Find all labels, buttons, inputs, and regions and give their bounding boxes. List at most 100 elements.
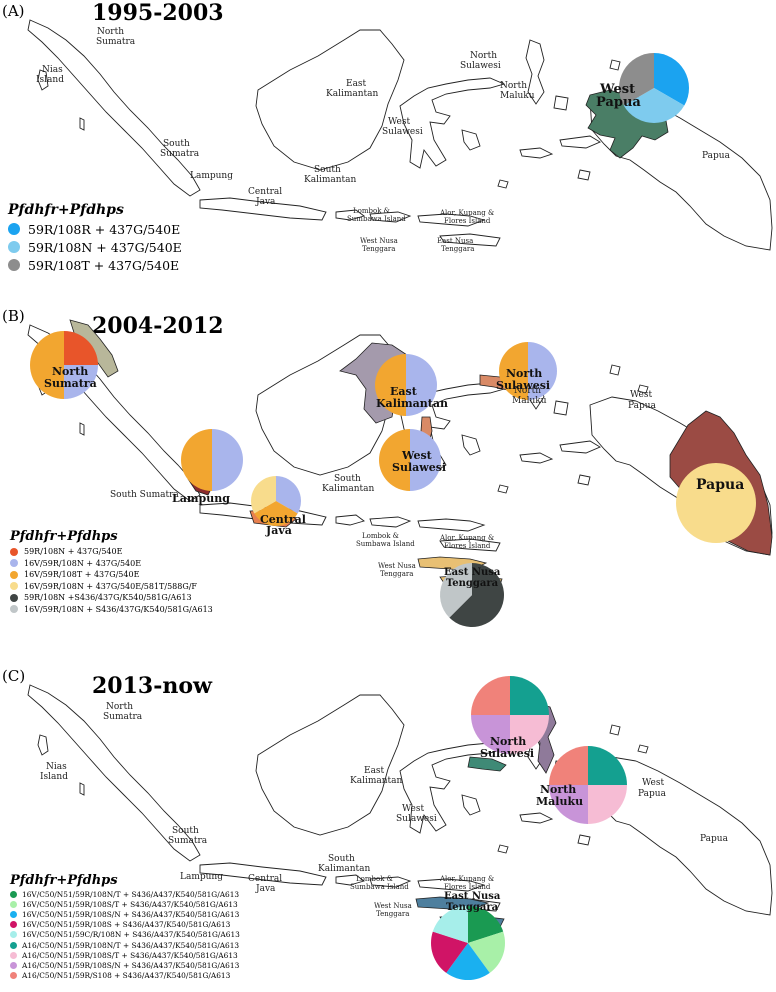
legend-swatch <box>10 941 17 949</box>
legend-label: 16V/C50/N51/59R/108S + S436/A437/K540/58… <box>22 920 231 930</box>
label-nias: Nias <box>46 762 67 772</box>
legend-swatch <box>10 931 17 939</box>
label-west-papua: West <box>599 82 635 97</box>
legend-item: 16V/C50/N51/59C/R/108N + S436/A437/K540/… <box>10 930 240 940</box>
label-west-sulawesi: Sulawesi <box>396 814 437 824</box>
island-outline <box>497 844 509 854</box>
island-outline <box>255 29 405 171</box>
label-east-nusa-tenggara: Tenggara <box>446 578 499 589</box>
indonesia-map: North Sumatra South Sumatra Lampung Cent… <box>27 319 773 627</box>
label-north-maluku: North <box>500 81 527 91</box>
pie-chart <box>499 342 557 400</box>
legend-title: Pfdhfr+Pfdhps <box>10 529 118 544</box>
legend-item: 59R/108N +S436/437G/K540/581G/A613 <box>10 592 213 604</box>
legend-title: Pfdhfr+Pfdhps <box>8 202 124 218</box>
pie-slice <box>654 52 690 106</box>
legend-item: 16V/C50/N51/59R/108S/T + S436/A437/K540/… <box>10 899 240 909</box>
pie-slice <box>432 906 468 943</box>
label-west-papua: West <box>642 778 664 788</box>
legend-item: 16V/59R/108N + 437G/540E <box>10 558 213 570</box>
legend-item: A16/C50/N51/59R/108S/T + S436/A437/K540/… <box>10 950 240 960</box>
legend-item: A16/C50/N51/59R/S108 + S436/A437/K540/58… <box>10 971 240 981</box>
island-outline <box>199 197 327 221</box>
label-central-java: Central <box>260 513 306 526</box>
island-outline <box>27 19 201 197</box>
label-south-kalimantan: Kalimantan <box>304 175 357 185</box>
island-outline <box>417 878 486 892</box>
label-south-sumatra: Sumatra <box>160 149 200 159</box>
legend-item: 16V/C50/N51/59R/108S/N + S436/A437/K540/… <box>10 909 240 919</box>
island-outline <box>637 384 649 394</box>
pie-slice <box>468 906 504 943</box>
legend-label: A16/C50/N51/59R/108S/T + S436/A437/K540/… <box>22 950 238 960</box>
pie-slice <box>406 354 437 416</box>
label-east-nusa-tenggara: Tenggara <box>441 245 474 253</box>
label-papua: Papua <box>696 477 744 493</box>
island-outline <box>461 794 481 816</box>
island-outline <box>609 364 621 376</box>
island-outline <box>199 862 327 886</box>
legend-item: 59R/108R + 437G/540E <box>8 220 182 238</box>
island-outline <box>525 39 545 105</box>
island-outline <box>37 69 49 91</box>
pie-slice <box>251 476 276 514</box>
pie-slice <box>468 931 505 973</box>
period-title: 2013-now <box>92 673 212 699</box>
label-north-maluku: Maluku <box>536 795 583 808</box>
panel-label: (B) <box>2 307 25 325</box>
island-outline <box>497 179 509 189</box>
island-outline <box>589 756 773 916</box>
legend-swatch <box>8 223 20 235</box>
label-east-kalimantan: Kalimantan <box>376 397 448 410</box>
label-north-sumatra: North <box>106 702 133 712</box>
pie-slice <box>30 331 64 399</box>
pie-slice <box>446 943 490 980</box>
legend-label: 16V/C50/N51/59C/R/108N + S436/A437/K540/… <box>22 930 240 940</box>
legend-item: A16/C50/N51/59R/108N/T + S436/A437/K540/… <box>10 940 240 950</box>
period-title: 1995-2003 <box>92 0 224 26</box>
label-alor: Alor, Kupang & <box>439 209 494 217</box>
legend-label: 16V/C50/N51/59R/108S/N + S436/A437/K540/… <box>22 909 240 919</box>
legend-label: 59R/108N + 437G/540E <box>28 239 182 255</box>
label-west-papua: Papua <box>638 789 667 799</box>
pie-slice <box>499 342 528 400</box>
island-outline <box>553 400 569 416</box>
legend-swatch <box>10 890 17 898</box>
label-east-nusa-tenggara: East Nusa <box>437 237 473 245</box>
label-lombok: Lombok & <box>353 207 390 215</box>
pie-slice <box>276 476 301 514</box>
legend-swatch <box>10 951 17 959</box>
label-lampung: Lampung <box>172 492 230 505</box>
label-nias: Nias <box>42 65 63 75</box>
region-labels: North Sumatra South Sumatra Lampung Cent… <box>44 365 744 589</box>
legend-label: 59R/108T + 437G/540E <box>28 257 180 273</box>
label-east-kalimantan: East <box>346 79 367 89</box>
label-north-sulawesi: North <box>470 51 497 61</box>
label-central-java: Java <box>255 884 276 894</box>
legend-swatch <box>10 972 17 980</box>
island-outline <box>369 876 412 888</box>
label-alor: Alor, Kupang & <box>439 534 494 542</box>
label-lombok: Sumbawa Island <box>356 540 415 548</box>
pie-slice <box>588 746 627 785</box>
label-east-nusa-tenggara: East Nusa <box>444 891 501 902</box>
island-outline <box>27 684 201 862</box>
label-north-sumatra: North <box>52 365 88 378</box>
label-north-maluku: North <box>540 783 576 796</box>
island-outline <box>417 213 486 227</box>
label-lampung: Lampung <box>190 171 233 181</box>
indonesia-map: North Sumatra Nias Island South Sumatra … <box>27 676 773 980</box>
region-labels: North Sumatra Nias Island South Sumatra … <box>36 27 731 253</box>
label-lombok: Lombok & <box>362 532 399 540</box>
period-title: 2004-2012 <box>92 313 224 339</box>
label-east-nusa-tenggara: East Nusa <box>444 567 501 578</box>
label-west-nusa-tenggara: West Nusa <box>378 562 416 570</box>
label-west-nusa-tenggara: West Nusa <box>360 237 398 245</box>
island-outline <box>335 209 365 221</box>
legend-label: 16V/C50/N51/59R/108S/T + S436/A437/K540/… <box>22 899 238 909</box>
label-south-kalimantan: South <box>334 474 361 484</box>
label-south-sumatra: South <box>163 139 190 149</box>
legend-swatch <box>10 570 18 579</box>
island-outline <box>255 694 405 836</box>
island-outline <box>369 211 412 223</box>
